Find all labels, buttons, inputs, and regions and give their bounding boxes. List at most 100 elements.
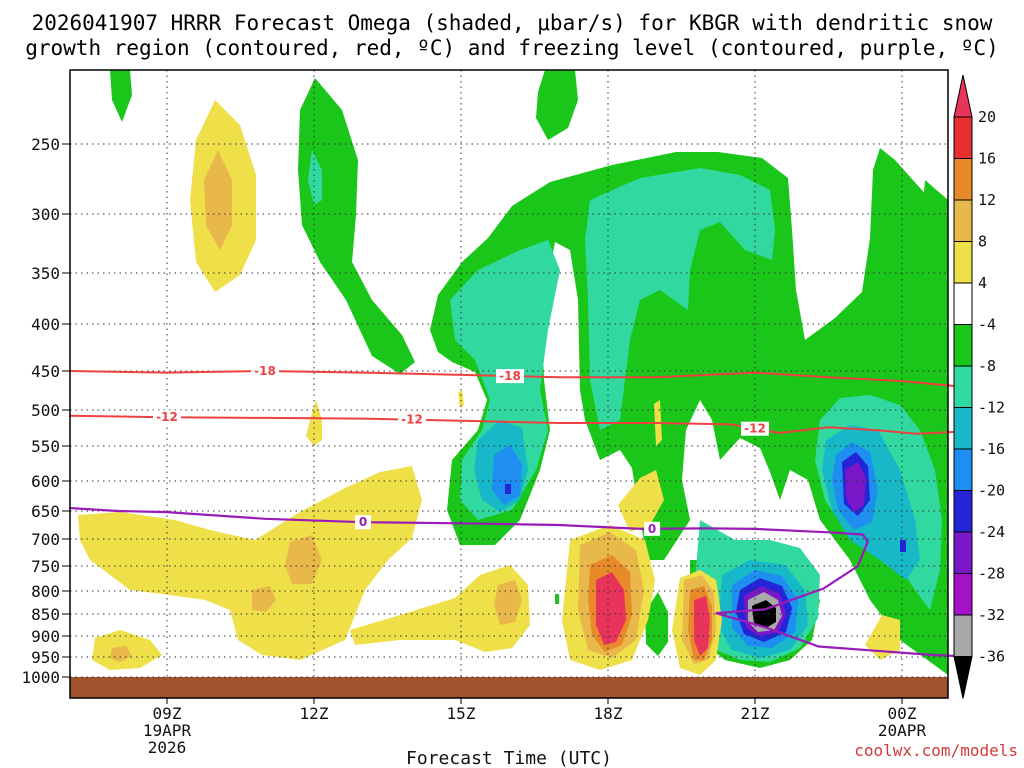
x-axis-label: Forecast Time (UTC)	[406, 748, 612, 768]
colorbar-swatch	[953, 116, 973, 159]
colorbar-swatch	[953, 282, 973, 325]
y-tick-label: 850	[31, 605, 60, 624]
isotherm-label-bg	[496, 369, 524, 384]
colorbar-swatch	[953, 448, 973, 491]
omega-region-purple-1	[845, 462, 866, 512]
omega-region-sink-aloft-core	[204, 150, 232, 250]
isotherm-label-bg	[398, 412, 426, 427]
y-tick-label: 1000	[21, 668, 60, 687]
x-tick-label: 18Z	[594, 704, 623, 723]
y-tick-label: 400	[31, 315, 60, 334]
colorbar-label: -20	[978, 482, 1005, 500]
omega-colorbar: 20 16 12 8 4 -4 -8 -12 -16 -20 -24 -28 -32 -36	[953, 74, 1005, 699]
ground-surface	[70, 677, 948, 698]
omega-region-cyan-2	[585, 168, 775, 430]
isotherm-line	[68, 369, 961, 388]
x-tick-label: 00Z	[888, 704, 917, 723]
omega-region-magenta-2	[694, 596, 710, 656]
omega-region-dot-1	[505, 484, 511, 494]
colorbar-label: -32	[978, 606, 1005, 624]
omega-region-sink-small-center	[458, 390, 464, 408]
omega-region-blue-1	[492, 445, 522, 505]
x-tick-date: 19APR	[143, 721, 192, 740]
omega-region-lift-1700Z	[536, 70, 578, 140]
omega-region-cyan-5	[308, 150, 322, 205]
colorbar-top-arrow	[953, 74, 973, 118]
colorbar-swatch	[953, 158, 973, 201]
colorbar-bottom-arrow	[953, 656, 973, 699]
y-tick-label: 900	[31, 627, 60, 646]
isotherm-label-bg	[251, 364, 279, 378]
colorbar-label: -36	[978, 648, 1005, 666]
freezing-label: 0	[359, 515, 367, 529]
chart-title-line2: growth region (contoured, red, ºC) and f…	[25, 36, 999, 60]
y-tick-label: 800	[31, 582, 60, 601]
isotherm-label: -12	[401, 413, 423, 427]
omega-region-lift-top-left	[110, 70, 132, 122]
colorbar-label: 8	[978, 233, 987, 251]
omega-region-sink-1900Z-mid	[618, 470, 664, 532]
colorbar-swatch	[953, 573, 973, 616]
y-tick-label: 650	[31, 502, 60, 521]
omega-region-dot-2	[900, 540, 906, 552]
omega-region-lift-1200Z	[298, 78, 415, 374]
colorbar-label: -8	[978, 357, 996, 375]
colorbar-swatch	[953, 407, 973, 450]
y-tick-label: 500	[31, 401, 60, 420]
colorbar-swatch	[953, 324, 973, 367]
colorbar-swatch	[953, 614, 973, 657]
y-tick-label: 250	[31, 135, 60, 154]
colorbar-swatch	[953, 531, 973, 574]
pressure-gridlines	[70, 143, 948, 678]
colorbar-label: 12	[978, 191, 996, 209]
y-tick-label: 550	[31, 437, 60, 456]
colorbar-label: -24	[978, 523, 1005, 541]
omega-region-lift-main	[430, 148, 948, 675]
omega-region-sink-lower-left	[78, 466, 422, 660]
x-tick-label: 09Z	[153, 704, 182, 723]
isotherm-label: -18	[499, 369, 521, 383]
omega-region-magenta-1	[596, 572, 626, 645]
colorbar-label: 16	[978, 150, 996, 168]
dgz-isotherms: -18 -18 -12 -12 -12	[68, 364, 961, 436]
colorbar-label: 20	[978, 108, 996, 126]
y-axis-ticks: 250 300 350 400 450 500 550 600 650 700 750 800 850 9…	[21, 135, 70, 687]
y-tick-label: 750	[31, 557, 60, 576]
colorbar-label: -16	[978, 440, 1005, 458]
freezing-label: 0	[648, 522, 656, 536]
x-tick-label: 12Z	[300, 704, 329, 723]
y-tick-label: 600	[31, 472, 60, 491]
colorbar-label: 4	[978, 274, 987, 292]
omega-region-orange-3	[285, 535, 322, 584]
x-tick-year: 2026	[148, 738, 187, 757]
omega-region-lift-small	[645, 592, 668, 656]
isotherm-line	[68, 414, 961, 435]
isotherm-label-bg	[153, 410, 181, 425]
colorbar-label: -4	[978, 316, 996, 334]
plot-frame	[69, 69, 949, 699]
omega-region-sink-lower-center	[350, 565, 530, 652]
colorbar-swatch	[953, 241, 973, 284]
omega-region-orange-6	[110, 646, 132, 662]
y-tick-label: 700	[31, 530, 60, 549]
x-tick-date: 20APR	[878, 721, 927, 740]
colorbar-label: -28	[978, 565, 1005, 583]
y-tick-label: 450	[31, 362, 60, 381]
freezing-label-bg	[644, 521, 661, 536]
colorbar-swatch	[953, 490, 973, 533]
chart-title-line1: 2026041907 HRRR Forecast Omega (shaded, …	[32, 11, 993, 35]
omega-region-sink-right	[865, 615, 900, 660]
freezing-label-bg	[355, 515, 371, 530]
freezing-level-polyline	[68, 506, 961, 658]
colorbar-label: -12	[978, 399, 1005, 417]
isotherm-label: -18	[254, 364, 276, 378]
colorbar-swatch	[953, 199, 973, 242]
isotherm-label: -12	[156, 410, 178, 424]
isotherm-label-bg	[741, 421, 769, 436]
y-tick-label: 300	[31, 205, 60, 224]
y-tick-label: 350	[31, 264, 60, 283]
colorbar-swatch	[953, 365, 973, 408]
